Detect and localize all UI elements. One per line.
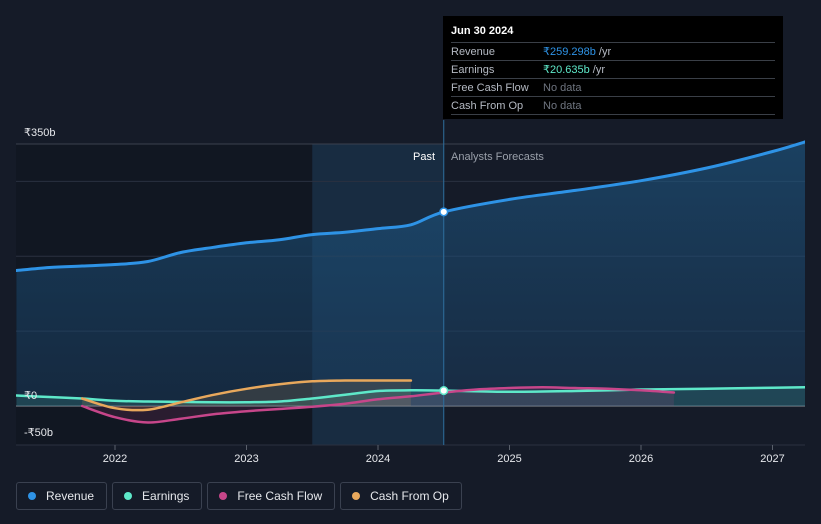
tooltip-value: No data [543, 81, 582, 94]
x-tick-label: 2023 [234, 453, 258, 465]
legend: Revenue Earnings Free Cash Flow Cash Fro… [16, 482, 462, 510]
tooltip-row-revenue: Revenue ₹259.298b /yr [451, 42, 775, 60]
tooltip-row-free-cash-flow: Free Cash Flow No data [451, 78, 775, 96]
tooltip-label: Earnings [451, 63, 495, 76]
x-tick-label: 2026 [629, 453, 653, 465]
y-label-top: ₹350b [24, 127, 55, 139]
legend-dot-icon [352, 492, 361, 500]
tooltip: Jun 30 2024 Revenue ₹259.298b /yr Earnin… [443, 16, 783, 119]
revenue-line [16, 140, 805, 272]
legend-dot-icon [28, 492, 36, 500]
y-label-zero: ₹0 [24, 390, 37, 402]
legend-dot-icon [124, 492, 133, 500]
legend-item-cash-from-op[interactable]: Cash From Op [340, 482, 462, 510]
y-label-bottom: -₹50b [24, 427, 53, 439]
x-tick-label: 2025 [497, 453, 521, 465]
legend-item-revenue[interactable]: Revenue [16, 482, 108, 510]
x-tick-label: 2022 [103, 453, 127, 465]
tooltip-unit: /yr [592, 63, 605, 76]
legend-label: Free Cash Flow [237, 489, 323, 503]
tooltip-label: Cash From Op [451, 99, 524, 112]
cash-from-op-line [80, 379, 413, 412]
revenue-area [16, 141, 805, 406]
revenue-marker [439, 207, 449, 217]
x-tick-label: 2027 [760, 453, 784, 465]
tooltip-value: ₹20.635b [543, 64, 590, 76]
forecast-label: Analysts Forecasts [451, 151, 544, 163]
tooltip-value: No data [543, 99, 582, 112]
tooltip-row-earnings: Earnings ₹20.635b /yr [451, 60, 775, 78]
legend-item-earnings[interactable]: Earnings [112, 482, 203, 510]
tooltip-date: Jun 30 2024 [451, 25, 514, 37]
earnings-marker [439, 386, 449, 396]
legend-label: Earnings [142, 489, 190, 503]
past-label: Past [413, 151, 435, 163]
free-cash-flow-line [80, 386, 676, 424]
tooltip-label: Revenue [451, 45, 496, 58]
tooltip-unit: /yr [598, 45, 612, 58]
legend-dot-icon [219, 492, 228, 500]
legend-item-free-cash-flow[interactable]: Free Cash Flow [207, 482, 336, 510]
legend-label: Revenue [46, 489, 95, 503]
free-cash-flow-area [82, 387, 674, 423]
cash-from-op-area [82, 380, 411, 411]
tooltip-label: Free Cash Flow [451, 81, 529, 94]
tooltip-row-cash-from-op: Cash From Op No data [451, 96, 775, 115]
x-tick-label: 2024 [366, 453, 390, 465]
tooltip-value: ₹259.298b [543, 46, 596, 58]
legend-label: Cash From Op [370, 489, 449, 503]
